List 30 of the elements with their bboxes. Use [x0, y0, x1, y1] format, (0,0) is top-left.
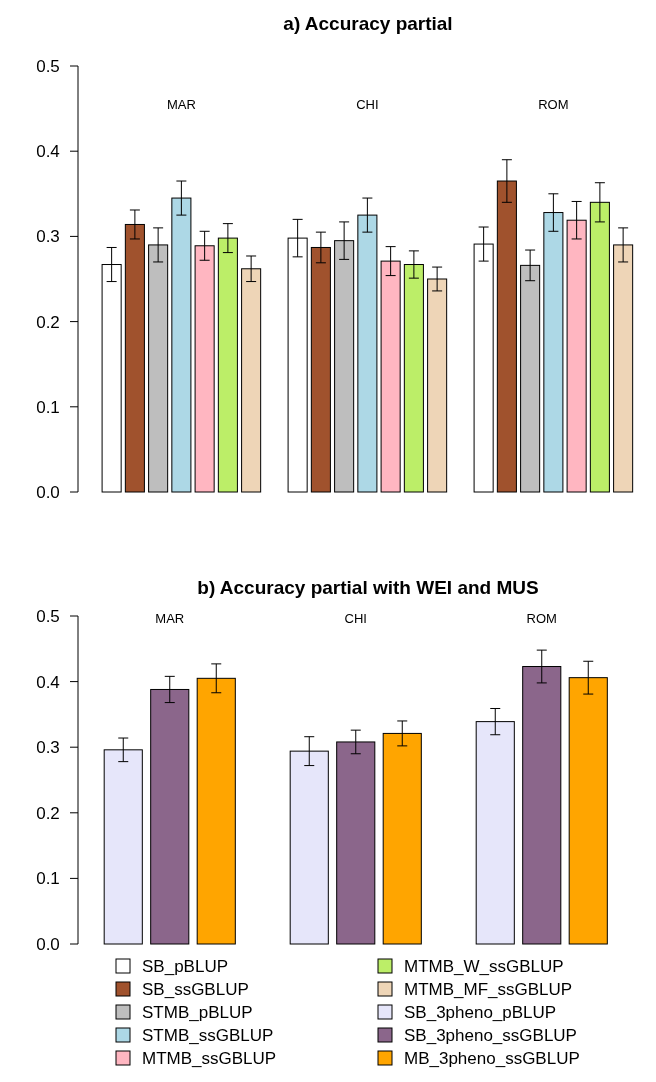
x-tick-label: CHI — [344, 610, 367, 626]
y-tick-label: 0.4 — [36, 142, 60, 162]
legend-label: SB_3pheno_pBLUP — [404, 1003, 557, 1022]
legend-label: STMB_ssGBLUP — [142, 1026, 274, 1045]
legend-label: SB_3pheno_ssGBLUP — [404, 1026, 577, 1045]
y-tick-label: 0.2 — [36, 803, 60, 823]
legend-label: MB_3pheno_ssGBLUP — [404, 1049, 580, 1068]
y-tick-label: 0.0 — [36, 935, 60, 954]
y-tick-label: 0.0 — [36, 483, 60, 502]
y-tick-label: 0.3 — [36, 227, 60, 247]
y-tick-label: 0.5 — [36, 57, 60, 76]
legend-label: SB_pBLUP — [142, 957, 228, 976]
legend-label: MTMB_W_ssGBLUP — [404, 957, 564, 976]
x-tick-label: MAR — [166, 96, 196, 112]
y-tick-label: 0.3 — [36, 738, 60, 758]
x-tick-label: ROM — [538, 96, 569, 112]
legend-label: MTMB_MF_ssGBLUP — [404, 980, 573, 999]
legend-label: STMB_pBLUP — [142, 1003, 253, 1022]
x-tick-label: MAR — [155, 610, 185, 626]
x-tick-label: ROM — [526, 610, 557, 626]
legend-label: SB_ssGBLUP — [142, 980, 249, 999]
chart-title: b) Accuracy partial with WEI and MUS — [197, 577, 539, 598]
x-tick-label: CHI — [356, 96, 379, 112]
y-tick-label: 0.5 — [36, 607, 60, 626]
y-tick-label: 0.1 — [36, 869, 60, 889]
y-tick-label: 0.4 — [36, 672, 60, 692]
y-tick-label: 0.1 — [36, 397, 60, 417]
legend-label: MTMB_ssGBLUP — [142, 1049, 277, 1068]
y-tick-label: 0.2 — [36, 312, 60, 332]
chart-title: a) Accuracy partial — [283, 13, 453, 34]
